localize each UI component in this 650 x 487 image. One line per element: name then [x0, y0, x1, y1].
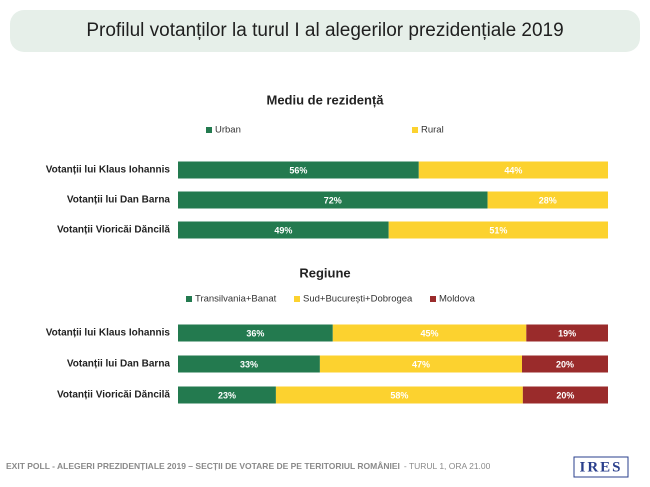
bar-segment [388, 221, 608, 239]
legend-swatch [294, 296, 300, 302]
data-label: 45% [421, 328, 439, 338]
bar-segment [487, 191, 608, 209]
footer: EXIT POLL - ALEGERI PREZIDENȚIALE 2019 –… [6, 460, 491, 471]
data-label: 49% [274, 225, 292, 235]
category-label: Votanții lui Dan Barna [67, 359, 171, 370]
bar-segment [522, 386, 608, 404]
legend-label: Sud+București+Dobrogea [303, 294, 413, 305]
bar-segment [178, 355, 320, 373]
legend-swatch [412, 127, 418, 133]
data-label: 47% [412, 359, 430, 369]
bar-segment [178, 386, 276, 404]
bar-segment [319, 355, 522, 373]
category-label: Votanții lui Klaus Iohannis [46, 328, 171, 339]
data-label: 36% [246, 328, 264, 338]
category-label: Votanții lui Dan Barna [67, 195, 171, 206]
bar-segment [275, 386, 523, 404]
legend-swatch [430, 296, 436, 302]
footer-sub: - TURUL 1, ORA 21.00 [404, 461, 491, 471]
legend-label: Rural [421, 125, 444, 136]
chart-title: Mediu de rezidență [266, 92, 384, 107]
bar-segment [522, 355, 608, 373]
category-label: Votanții lui Klaus Iohannis [46, 165, 171, 176]
data-label: 51% [489, 225, 507, 235]
legend-swatch [206, 127, 212, 133]
bar-segment [178, 191, 488, 209]
footer-main: EXIT POLL - ALEGERI PREZIDENȚIALE 2019 –… [6, 460, 400, 471]
data-label: 28% [539, 195, 557, 205]
data-label: 72% [324, 195, 342, 205]
legend-label: Moldova [439, 294, 476, 305]
chart-title: Regiune [299, 265, 350, 280]
legend-swatch [186, 296, 192, 302]
data-label: 20% [556, 390, 574, 400]
page-title: Profilul votanților la turul I al aleger… [86, 20, 563, 41]
bar-segment [418, 161, 608, 179]
data-label: 23% [218, 390, 236, 400]
logo-box [573, 456, 629, 478]
legend-label: Urban [215, 125, 241, 136]
data-label: 33% [240, 359, 258, 369]
bar-segment [332, 324, 527, 342]
data-label: 56% [289, 165, 307, 175]
category-label: Votanții Vioricăi Dăncilă [57, 225, 170, 236]
category-label: Votanții Vioricăi Dăncilă [57, 390, 170, 401]
logo: IRES [579, 459, 622, 475]
data-label: 58% [390, 390, 408, 400]
data-label: 20% [556, 359, 574, 369]
data-label: 19% [558, 328, 576, 338]
bar-segment [178, 161, 419, 179]
bar-segment [526, 324, 608, 342]
bar-segment [178, 324, 333, 342]
legend-label: Transilvania+Banat [195, 294, 277, 305]
title-box [10, 10, 640, 52]
data-label: 44% [504, 165, 522, 175]
bar-segment [178, 221, 389, 239]
